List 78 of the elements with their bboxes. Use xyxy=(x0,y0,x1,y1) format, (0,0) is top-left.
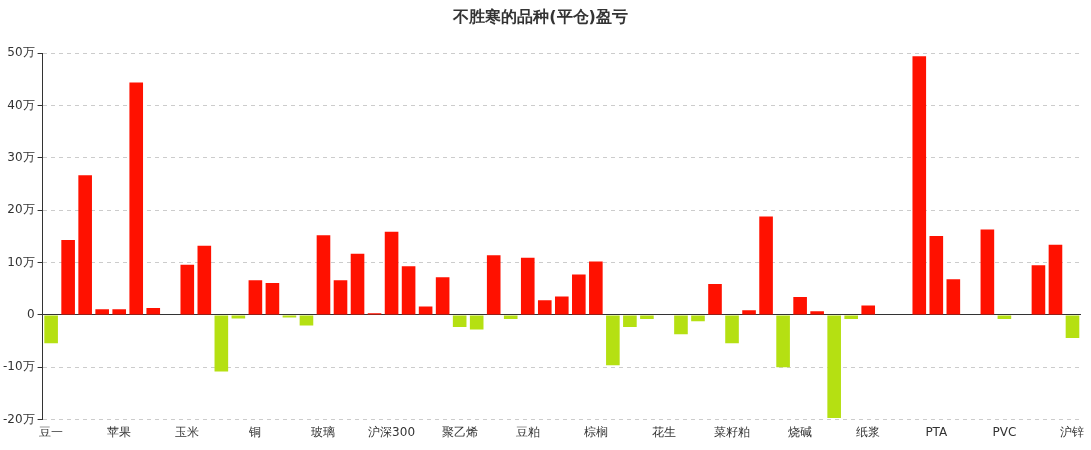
bar xyxy=(572,274,586,315)
x-tick-label: PTA xyxy=(925,424,949,439)
bar xyxy=(1031,265,1046,315)
bar xyxy=(214,315,229,372)
bar xyxy=(623,315,637,327)
chart-title: 不胜寒的品种(平仓)盈亏 xyxy=(452,6,628,26)
bar xyxy=(503,315,518,320)
bar xyxy=(997,315,1012,320)
bar xyxy=(231,315,246,319)
x-tick-label: 豆粕 xyxy=(515,424,540,439)
x-tick-label: 菜籽粕 xyxy=(714,424,751,439)
x-tick-label: 纸浆 xyxy=(856,424,881,439)
x-tick-label: 烧碱 xyxy=(788,424,813,439)
y-tick-label: 20万 xyxy=(7,202,35,217)
x-tick-label: 玻璃 xyxy=(311,424,336,439)
y-tick-label: -10万 xyxy=(2,359,35,374)
x-tick-label: 花生 xyxy=(651,424,676,439)
bar xyxy=(980,229,995,315)
bar xyxy=(912,56,927,315)
bar xyxy=(861,305,876,315)
bar xyxy=(554,296,569,315)
bar xyxy=(827,315,841,419)
y-tick-label: 40万 xyxy=(7,97,35,112)
bar xyxy=(486,255,501,315)
bar xyxy=(589,261,603,315)
bar xyxy=(708,284,722,315)
y-tick-label: -20万 xyxy=(2,411,35,426)
bar xyxy=(929,235,944,315)
y-tick-label: 50万 xyxy=(7,45,35,60)
x-tick-label: 棕榈 xyxy=(583,424,608,439)
y-tick-label: 0 xyxy=(26,307,35,322)
bar xyxy=(112,309,127,315)
bar xyxy=(333,280,348,315)
bar xyxy=(350,253,365,315)
bar xyxy=(640,315,654,320)
bar xyxy=(742,310,756,315)
bar xyxy=(61,240,75,315)
bar xyxy=(78,175,92,315)
bar xyxy=(146,308,161,315)
bar xyxy=(435,277,450,315)
x-tick-label: 沪锌 xyxy=(1060,424,1085,439)
bar xyxy=(44,315,58,344)
bar xyxy=(520,257,535,315)
bar xyxy=(316,235,331,315)
bar xyxy=(197,245,212,315)
x-tick-label: 聚乙烯 xyxy=(441,424,478,439)
bar xyxy=(299,315,314,326)
bar xyxy=(1065,315,1080,338)
bar xyxy=(265,282,280,315)
bar xyxy=(180,264,195,315)
y-tick-label: 10万 xyxy=(7,254,35,269)
bar xyxy=(810,311,824,315)
bar xyxy=(674,315,688,335)
bar xyxy=(776,315,790,368)
x-tick-label: 玉米 xyxy=(175,424,200,439)
x-tick-label: 苹果 xyxy=(107,424,132,439)
y-tick-label: 30万 xyxy=(7,150,35,165)
bar xyxy=(452,315,467,327)
bar xyxy=(401,266,416,315)
bar xyxy=(537,300,552,315)
bar xyxy=(759,216,773,315)
x-tick-label: 沪深300 xyxy=(368,424,416,439)
x-tick-label: PVC xyxy=(992,424,1017,439)
bar xyxy=(469,315,484,330)
bar xyxy=(95,309,109,315)
bar xyxy=(725,315,739,344)
bar xyxy=(248,280,263,315)
bar xyxy=(282,315,297,318)
x-tick-label: 铜 xyxy=(248,424,262,439)
bar xyxy=(946,279,961,315)
bar xyxy=(844,315,858,320)
bar xyxy=(606,315,620,366)
bar xyxy=(691,315,705,322)
bar xyxy=(129,82,144,315)
bar xyxy=(1048,244,1063,315)
bar xyxy=(384,231,399,315)
bar xyxy=(793,297,807,315)
x-tick-label: 豆一 xyxy=(39,424,64,439)
